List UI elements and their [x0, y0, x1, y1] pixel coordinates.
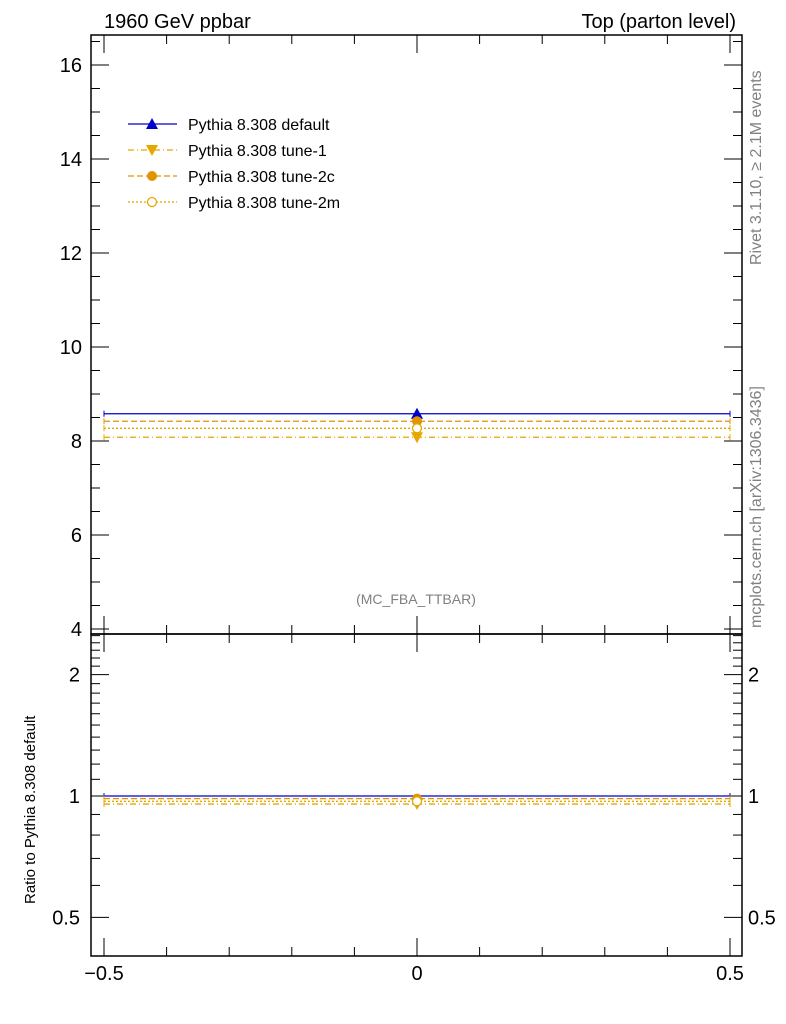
legend-label-tune2c: Pythia 8.308 tune-2c: [188, 169, 335, 186]
main-series-group: [103, 407, 731, 444]
rivet-version-label: Rivet 3.1.10, ≥ 2.1M events: [748, 70, 765, 265]
legend: Pythia 8.308 default Pythia 8.308 tune-1 P…: [128, 117, 340, 212]
x-tick-label: −0.5: [84, 963, 123, 985]
main-y-tick-label: 6: [71, 525, 82, 547]
ratio-y-tick-label-left: 1: [69, 786, 80, 808]
ratio-series-point-tune2m: [411, 796, 423, 807]
legend-label-tune1: Pythia 8.308 tune-1: [188, 143, 327, 160]
analysis-label: (MC_FBA_TTBAR): [356, 591, 476, 607]
main-y-tick-label: 16: [60, 55, 82, 77]
main-series-point-tune2c: [412, 416, 422, 427]
header-left-label: 1960 GeV ppbar: [104, 11, 251, 33]
legend-label-tune2m: Pythia 8.308 tune-2m: [188, 195, 340, 212]
x-axis-ticks: −0.5 0 0.5: [84, 35, 744, 985]
ratio-y-tick-label-right: 0.5: [748, 907, 776, 929]
main-y-tick-label: 8: [71, 431, 82, 453]
legend-marker-default: [146, 118, 158, 129]
main-y-tick-label: 10: [60, 337, 82, 359]
legend-marker-tune2c: [147, 171, 157, 181]
x-tick-label: 0.5: [716, 963, 744, 985]
legend-marker-tune1: [146, 145, 158, 156]
main-series-point-tune1: [411, 432, 423, 444]
ratio-series-group: [103, 793, 731, 811]
main-y-tick-label: 14: [60, 149, 82, 171]
main-axis-ticks: 4 6 8 10 12 14 16: [60, 41, 742, 641]
main-y-tick-label: 4: [71, 619, 82, 641]
ratio-y-tick-label-left: 0.5: [52, 907, 80, 929]
main-series-point-tune2m: [411, 423, 423, 434]
legend-marker-tune2m: [146, 196, 158, 208]
ratio-y-tick-label-right: 2: [748, 665, 759, 687]
ratio-y-tick-label-left: 2: [69, 665, 80, 687]
legend-label-default: Pythia 8.308 default: [188, 117, 330, 134]
ratio-y-axis-label: Ratio to Pythia 8.308 default: [22, 715, 39, 904]
x-tick-label: 0: [411, 963, 422, 985]
main-y-tick-label: 12: [60, 243, 82, 265]
mcplots-label: mcplots.cern.ch [arXiv:1306.3436]: [748, 386, 765, 628]
header-right-label: Top (parton level): [581, 11, 736, 33]
ratio-y-tick-label-right: 1: [748, 786, 759, 808]
main-series-point-default: [411, 407, 423, 419]
ratio-axis-ticks: 0.5 1 2 0.5 1 2: [52, 635, 776, 929]
